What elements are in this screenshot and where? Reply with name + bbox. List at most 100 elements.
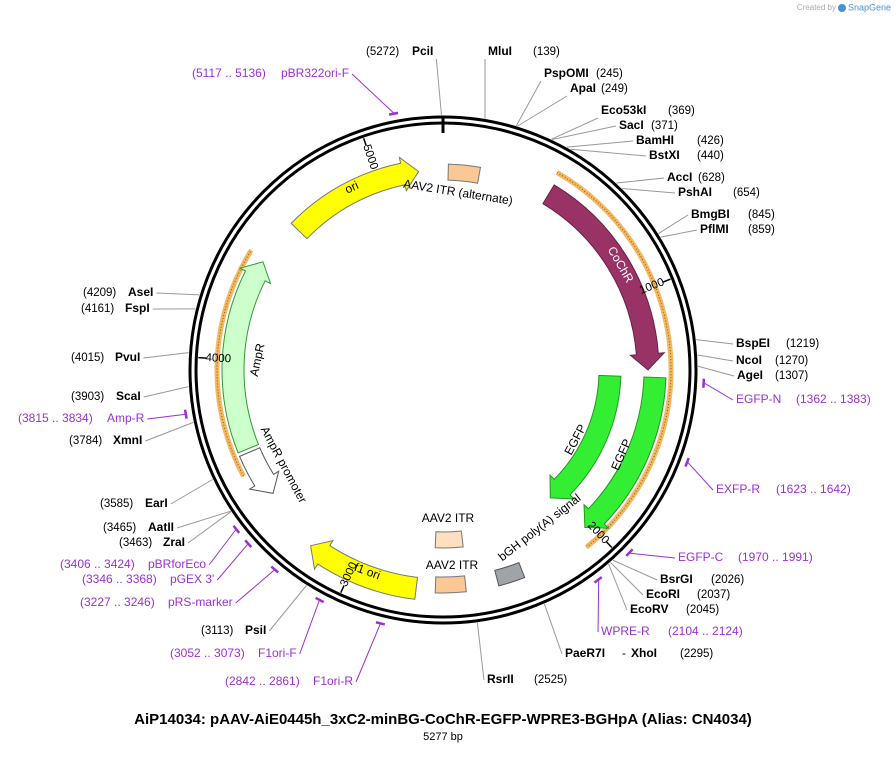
primer-name: pGEX 3' — [170, 572, 214, 586]
site-connector — [143, 386, 189, 398]
site-position: (2295) — [680, 648, 713, 660]
site-position: (5272) — [366, 46, 399, 58]
site-name: PvuI — [115, 350, 140, 364]
site-name: PciI — [412, 44, 433, 58]
site-connector — [551, 125, 617, 140]
primer-connector — [147, 413, 185, 420]
site-connector — [476, 622, 485, 681]
primer-name: Amp-R — [107, 411, 145, 425]
tick-label: 5000 — [360, 143, 380, 171]
feature-shape — [494, 561, 526, 587]
site-position: (2525) — [534, 674, 567, 686]
feature-label: ori — [343, 178, 361, 196]
site-position: (3113) — [201, 625, 234, 637]
site-position: (1219) — [786, 338, 819, 350]
site-position: (654) — [733, 187, 760, 199]
tick-label: 4000 — [205, 352, 231, 365]
site-name: ApaI — [570, 81, 596, 95]
site-name: BsrGI — [660, 572, 693, 586]
site-position: (2037) — [697, 589, 730, 601]
map-length: 5277 bp — [423, 731, 463, 743]
primer-connector — [355, 624, 381, 683]
primer-name: pBRforEco — [148, 557, 206, 571]
site-name: Eco53kI — [601, 103, 646, 117]
feature-shape — [583, 376, 667, 529]
site-connector — [176, 510, 231, 529]
feature-shape — [549, 374, 622, 500]
tick-mark — [662, 278, 671, 283]
site-position: (371) — [651, 120, 678, 132]
map-title: AiP14034: pAAV-AiE0445h_3xC2-minBG-CoChR… — [134, 711, 752, 728]
primer-range: (3815 .. 3834) — [18, 411, 93, 425]
site-connector — [616, 177, 665, 184]
primer-name: pRS-marker — [168, 595, 233, 609]
primer-mark — [244, 539, 253, 548]
site-name: AatII — [148, 520, 174, 534]
site-connector — [187, 511, 232, 544]
site-name: NcoI — [736, 353, 762, 367]
feature-shape — [221, 261, 272, 454]
site-position: (3465) — [103, 522, 136, 534]
primer-connector — [351, 73, 394, 114]
site-position: (1270) — [775, 355, 808, 367]
primer-range: (3227 .. 3246) — [80, 595, 155, 609]
site-connector — [145, 421, 194, 442]
site-connector — [170, 479, 213, 505]
primer-mark — [684, 457, 690, 468]
site-name: MluI — [488, 44, 512, 58]
tick-mark — [605, 541, 613, 549]
primer-mark — [375, 621, 386, 626]
primer-range: (3052 .. 3073) — [170, 646, 245, 660]
primer-name: WPRE-R — [601, 624, 650, 638]
site-connector — [515, 80, 542, 127]
site-name: EcoRV — [630, 602, 668, 616]
tick-mark — [340, 585, 345, 593]
feature-label: bGH poly(A) signal — [495, 491, 583, 564]
site-position: (4209) — [83, 287, 116, 299]
feature-shape — [434, 530, 464, 549]
site-name: AseI — [128, 285, 153, 299]
primer-connector — [235, 569, 275, 604]
feature-shape — [310, 539, 419, 600]
primer-connector — [630, 552, 676, 559]
site-position: (3784) — [69, 435, 102, 447]
site-name: EarI — [145, 496, 168, 510]
site-position: (249) — [601, 83, 628, 95]
site-position: (245) — [596, 68, 623, 80]
site-position: (4015) — [71, 352, 104, 364]
primer-range: (5117 .. 5136) — [192, 66, 266, 80]
site-connector — [622, 187, 676, 194]
site-name: PspOMI — [544, 66, 589, 80]
site-name: PflMI — [700, 222, 729, 236]
site-name: BamHI — [636, 133, 674, 147]
feature-shape — [542, 184, 666, 371]
primer-connector — [687, 462, 714, 491]
site-connector — [566, 140, 634, 148]
site-name: FspI — [125, 301, 150, 315]
primer-connector — [299, 600, 320, 655]
primer-connector — [597, 580, 600, 633]
site-position: (426) — [697, 135, 724, 147]
feature-label: AmpR — [247, 342, 268, 378]
primer-range: (2104 .. 2124) — [668, 624, 743, 638]
site-name: AccI — [667, 170, 692, 184]
site-connector — [435, 58, 442, 116]
site-position: (2026) — [711, 574, 744, 586]
credit-prefix: Created by — [797, 3, 836, 12]
site-position: (859) — [748, 224, 775, 236]
credit: Created by SnapGene — [797, 2, 891, 12]
primer-name: F1ori-R — [313, 674, 353, 688]
site-name: XmnI — [113, 433, 142, 447]
site-position: (3463) — [119, 537, 152, 549]
feature-shape — [447, 163, 482, 184]
site-name: ZraI — [163, 535, 185, 549]
site-position: (369) — [668, 105, 695, 117]
feature-shape — [238, 447, 280, 494]
primer-mark — [593, 576, 603, 584]
site-connector — [608, 563, 628, 611]
site-position: (3585) — [100, 498, 133, 510]
feature-shape — [434, 575, 467, 594]
site-name: XhoI — [631, 646, 657, 660]
